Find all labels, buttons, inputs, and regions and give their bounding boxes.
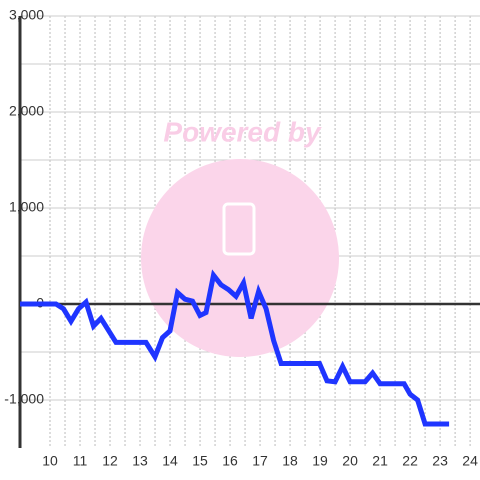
y-tick-label: 2,000 (9, 103, 44, 119)
x-tick-label: 23 (432, 453, 448, 469)
x-tick-label: 20 (342, 453, 358, 469)
watermark-text: Powered by (163, 116, 322, 147)
x-tick-label: 12 (102, 453, 118, 469)
y-tick-label: -1,000 (4, 391, 44, 407)
x-tick-label: 14 (162, 453, 178, 469)
x-tick-label: 18 (282, 453, 298, 469)
x-tick-label: 15 (192, 453, 208, 469)
x-tick-label: 22 (402, 453, 418, 469)
x-tick-label: 21 (372, 453, 388, 469)
x-tick-label: 19 (312, 453, 328, 469)
x-tick-label: 17 (252, 453, 268, 469)
x-tick-label: 10 (42, 453, 58, 469)
watermark-circle (141, 159, 339, 357)
x-tick-label: 24 (462, 453, 478, 469)
y-tick-label: 3,000 (9, 7, 44, 23)
x-tick-label: 13 (132, 453, 148, 469)
watermark-icon (222, 202, 256, 256)
data-line (20, 269, 450, 427)
x-tick-label: 16 (222, 453, 238, 469)
x-tick-label: 11 (73, 453, 88, 469)
y-tick-label: 1,000 (9, 199, 44, 215)
watermark: Powered by (141, 116, 339, 357)
